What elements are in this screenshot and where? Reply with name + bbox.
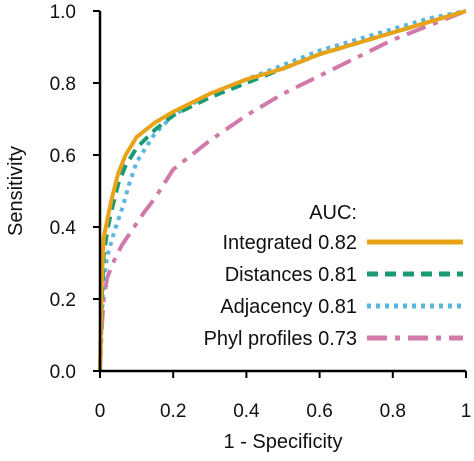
legend-label: Adjacency 0.81 <box>220 296 357 318</box>
legend-label: Distances 0.81 <box>225 264 357 286</box>
x-tick-label: 1 <box>461 401 472 422</box>
y-tick-label: 0.6 <box>50 146 76 167</box>
x-tick-label: 0.6 <box>306 401 332 422</box>
y-tick-label: 0.8 <box>50 74 76 95</box>
series-line-integrated <box>98 9 467 372</box>
series-line-distances <box>98 9 467 372</box>
x-ticks: 0 0.2 0.4 0.6 0.8 1 <box>95 371 472 422</box>
y-tick-label: 0.4 <box>50 218 77 239</box>
legend-title: AUC: <box>309 202 357 224</box>
legend-label: Integrated 0.82 <box>222 232 357 254</box>
x-tick-label: 0 <box>95 401 106 422</box>
legend: AUC: Integrated 0.82 Distances 0.81 Adjace… <box>204 202 463 350</box>
y-ticks: 0.0 0.2 0.4 0.6 0.8 1.0 <box>50 2 100 383</box>
x-tick-label: 0.8 <box>380 401 406 422</box>
y-tick-label: 1.0 <box>50 2 76 23</box>
legend-items: Integrated 0.82 Distances 0.81 Adjacency 0… <box>204 232 463 350</box>
series-line-adjacency <box>98 9 467 372</box>
x-tick-label: 0.2 <box>160 401 186 422</box>
y-tick-label: 0.2 <box>50 290 76 311</box>
plot-area: 0 0.2 0.4 0.6 0.8 1 0.0 0.2 0.4 0.6 0.8 1.0 <box>50 2 472 422</box>
y-tick-label: 0.0 <box>50 362 76 383</box>
curves <box>98 9 467 372</box>
series-line-phyl <box>98 9 467 372</box>
legend-label: Phyl profiles 0.73 <box>204 328 357 350</box>
x-axis-label: 1 - Specificity <box>224 431 343 453</box>
y-axis-label: Sensitivity <box>5 146 27 236</box>
x-tick-label: 0.4 <box>233 401 260 422</box>
